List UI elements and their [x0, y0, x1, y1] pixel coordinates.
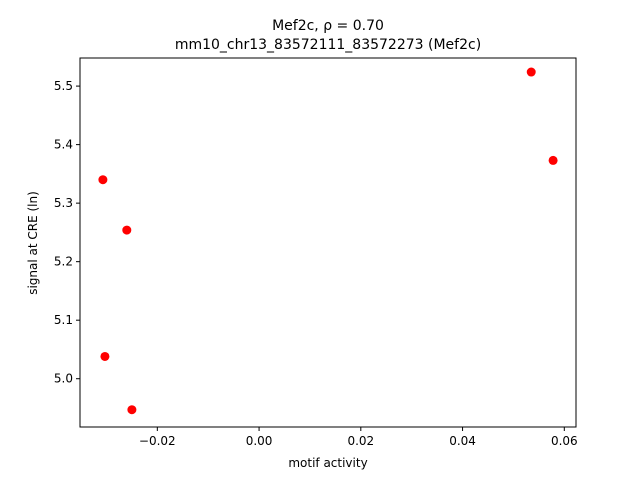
y-tick-label: 5.1 — [54, 313, 73, 327]
point — [127, 405, 137, 415]
chart-title: Mef2c, ρ = 0.70 — [272, 18, 384, 34]
point — [122, 225, 132, 235]
x-tick-label: 0.06 — [551, 434, 578, 448]
x-tick-label: −0.02 — [139, 434, 176, 448]
point — [548, 155, 558, 165]
plot-frame — [79, 57, 577, 428]
y-tick-label: 5.5 — [54, 79, 73, 93]
x-tick-label: 0.02 — [347, 434, 374, 448]
point — [98, 175, 108, 185]
y-tick-label: 5.2 — [54, 255, 73, 269]
y-tick-label: 5.4 — [54, 138, 73, 152]
y-tick-label: 5.3 — [54, 196, 73, 210]
point — [526, 67, 536, 77]
y-tick-label: 5.0 — [54, 372, 73, 386]
y-axis-label: signal at CRE (ln) — [26, 191, 40, 295]
x-axis-label: motif activity — [288, 456, 367, 470]
x-tick-label: 0.04 — [449, 434, 476, 448]
point — [100, 351, 110, 361]
chart-subtitle: mm10_chr13_83572111_83572273 (Mef2c) — [175, 37, 481, 53]
x-tick-label: 0.00 — [246, 434, 273, 448]
